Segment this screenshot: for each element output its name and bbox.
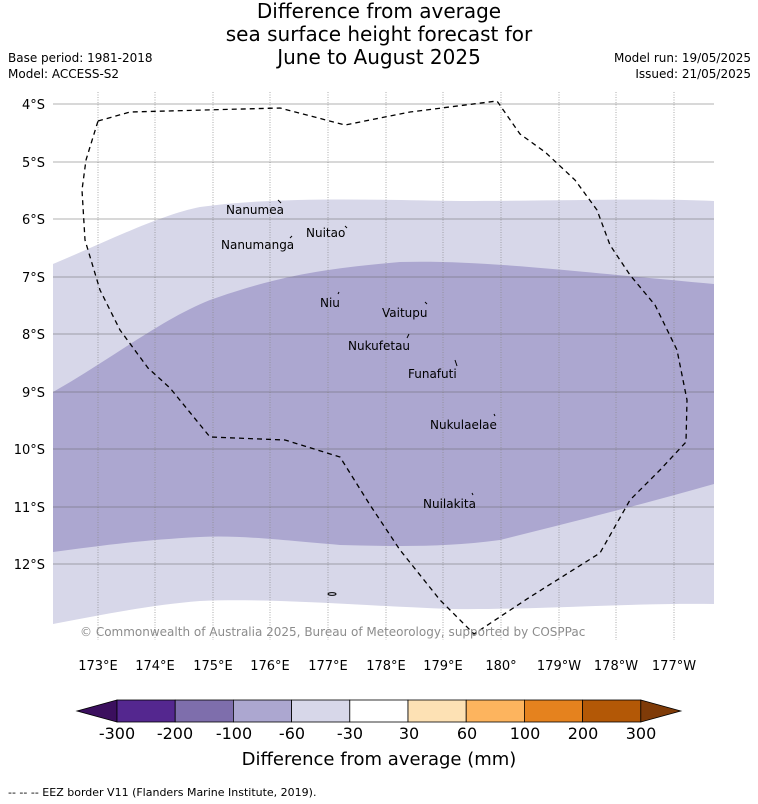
place-label-nuilakita: Nuilakita bbox=[423, 497, 476, 511]
lon-label: 174°E bbox=[135, 659, 175, 674]
place-label-nanumanga: Nanumanga bbox=[221, 238, 294, 252]
colorbar-swatch bbox=[232, 699, 292, 723]
model-name: Model: ACCESS-S2 bbox=[8, 67, 120, 81]
lon-label: 179°W bbox=[537, 659, 581, 674]
place-label-nuitao: Nuitao bbox=[306, 226, 345, 240]
lat-label: 7°S bbox=[22, 271, 45, 286]
lat-label: 9°S bbox=[22, 386, 45, 401]
title-line-2: sea surface height forecast for bbox=[225, 22, 533, 46]
lon-label: 178°W bbox=[594, 659, 638, 674]
lon-label: 176°E bbox=[250, 659, 290, 674]
place-label-funafuti: Funafuti bbox=[408, 367, 457, 381]
place-label-niu: Niu bbox=[320, 296, 340, 310]
colorbar-swatch bbox=[407, 699, 467, 723]
colorbar-tick: 60 bbox=[456, 724, 478, 743]
eez-footnote: -- -- -- EEZ border V11 (Flanders Marine… bbox=[8, 786, 317, 799]
copyright-note: © Commonwealth of Australia 2025, Bureau… bbox=[80, 625, 585, 639]
colorbar-swatch bbox=[116, 699, 176, 723]
lat-label: 11°S bbox=[14, 501, 45, 516]
map-title: Difference from average sea surface heig… bbox=[0, 0, 758, 69]
place-label-nukulaelae: Nukulaelae bbox=[430, 418, 497, 432]
lon-label: 179°E bbox=[423, 659, 463, 674]
place-label-vaitupu: Vaitupu bbox=[382, 306, 428, 320]
colorbar-tick: 30 bbox=[398, 724, 420, 743]
colorbar-title: Difference from average (mm) bbox=[241, 749, 517, 770]
lat-label: 5°S bbox=[22, 156, 45, 171]
title-line-1: Difference from average bbox=[256, 0, 502, 23]
anomaly-band-medium bbox=[53, 261, 714, 552]
colorbar-swatch bbox=[524, 699, 584, 723]
colorbar-extend-left bbox=[75, 699, 118, 723]
issued-date: Issued: 21/05/2025 bbox=[635, 67, 751, 81]
lat-label: 12°S bbox=[14, 558, 45, 573]
lat-label: 8°S bbox=[22, 328, 45, 343]
lon-label: 177°E bbox=[308, 659, 348, 674]
colorbar-tick: 100 bbox=[509, 724, 541, 743]
lat-label: 10°S bbox=[14, 443, 45, 458]
colorbar-tick: 200 bbox=[567, 724, 599, 743]
base-period: Base period: 1981-2018 bbox=[8, 51, 153, 65]
lon-label: 178°E bbox=[366, 659, 406, 674]
colorbar-swatch bbox=[174, 699, 234, 723]
lat-label: 4°S bbox=[22, 98, 45, 113]
place-label-nukufetau: Nukufetau bbox=[348, 339, 410, 353]
colorbar-swatch bbox=[465, 699, 525, 723]
colorbar-tick: -200 bbox=[156, 724, 194, 743]
colorbar-tick: -30 bbox=[336, 724, 364, 743]
lon-label: 177°W bbox=[652, 659, 696, 674]
colorbar-tick: -100 bbox=[215, 724, 253, 743]
colorbar-tick: -60 bbox=[278, 724, 306, 743]
lon-label: 173°E bbox=[78, 659, 118, 674]
colorbar-extend-right bbox=[640, 699, 683, 723]
colorbar bbox=[75, 699, 683, 723]
colorbar-swatch bbox=[582, 699, 642, 723]
lon-label: 180° bbox=[485, 659, 516, 674]
map-panel: Nanumea Nuitao Nanumanga Niu Vaitupu Nuk… bbox=[14, 92, 714, 674]
colorbar-tick: -300 bbox=[98, 724, 136, 743]
colorbar-swatch bbox=[291, 699, 351, 723]
island-marks bbox=[277, 199, 496, 496]
lat-label: 6°S bbox=[22, 213, 45, 228]
colorbar-tick: 300 bbox=[625, 724, 657, 743]
title-line-3: June to August 2025 bbox=[277, 45, 481, 69]
colorbar-swatch bbox=[349, 699, 409, 723]
place-label-nanumea: Nanumea bbox=[226, 203, 284, 217]
model-run-date: Model run: 19/05/2025 bbox=[613, 51, 751, 65]
islet-marker bbox=[327, 592, 337, 596]
lon-label: 175°E bbox=[193, 659, 233, 674]
